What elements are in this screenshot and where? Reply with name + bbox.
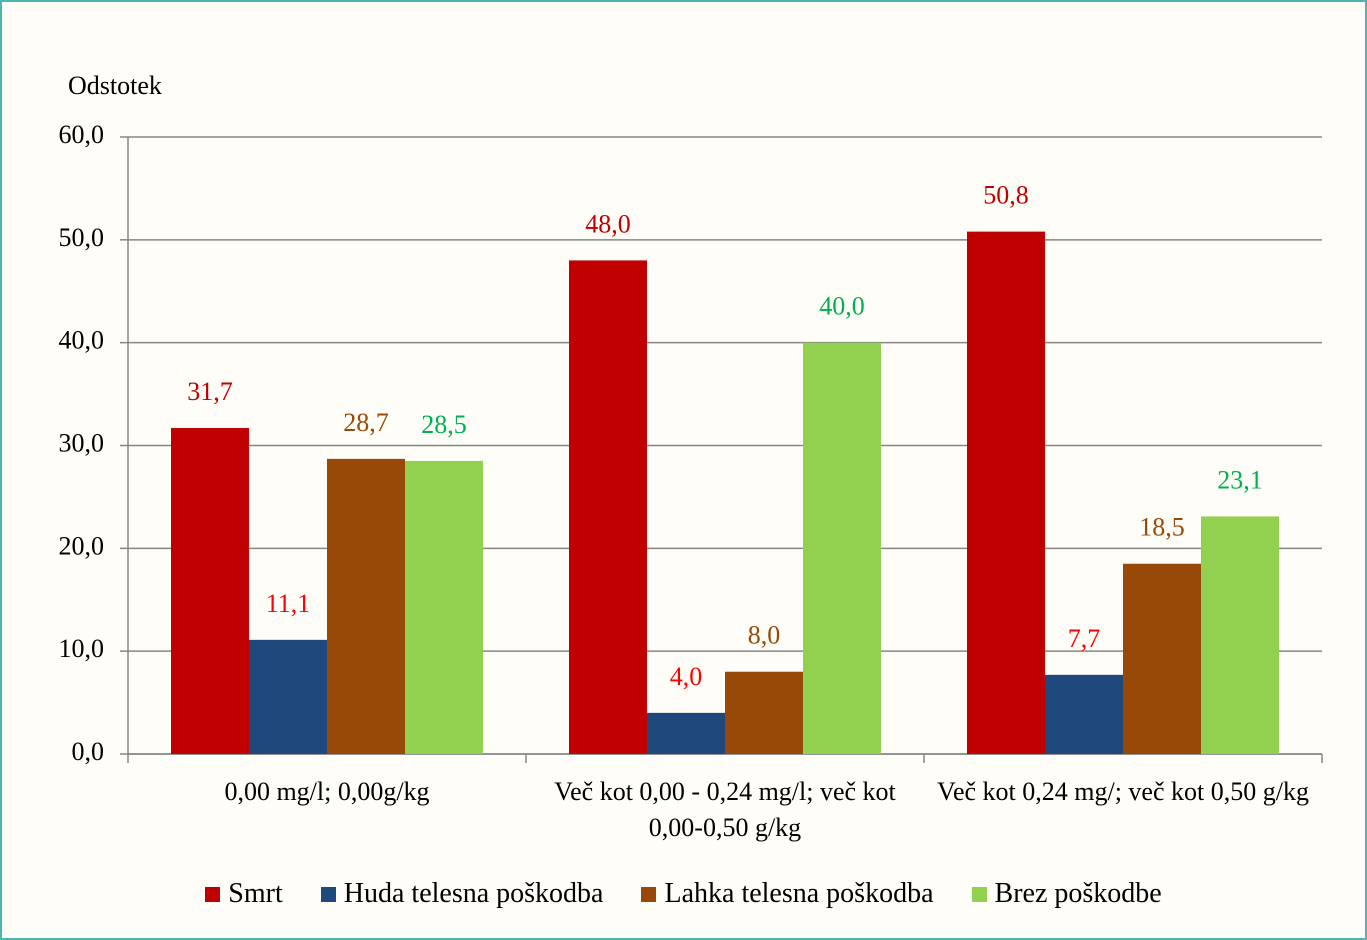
data-label: 31,7 <box>187 377 233 406</box>
bar <box>249 639 327 754</box>
y-tick-label: 30,0 <box>59 428 105 457</box>
bar <box>171 428 249 754</box>
y-tick-label: 40,0 <box>59 326 105 355</box>
data-label: 50,8 <box>983 181 1029 210</box>
bar <box>327 458 405 754</box>
y-tick-label: 60,0 <box>59 120 105 149</box>
legend-item: Lahka telesna poškodba <box>641 878 934 910</box>
bar <box>405 460 483 754</box>
legend-item: Brez poškodbe <box>971 878 1162 910</box>
legend-item: Huda telesna poškodba <box>320 878 604 910</box>
y-tick-label: 0,0 <box>72 737 105 766</box>
legend-item: Smrt <box>205 878 283 910</box>
bar <box>1201 516 1279 754</box>
bar <box>803 342 881 754</box>
legend-label: Huda telesna poškodba <box>343 878 604 909</box>
y-tick-label: 10,0 <box>59 634 105 663</box>
data-label: 48,0 <box>585 209 631 238</box>
bar <box>967 231 1045 754</box>
legend-swatch <box>320 886 336 902</box>
bar <box>647 712 725 754</box>
legend-swatch <box>205 886 221 902</box>
legend-label: Lahka telesna poškodba <box>664 878 934 909</box>
data-label: 28,5 <box>421 410 467 439</box>
x-tick-label: Več kot 0,24 mg/; več kot 0,50 g/kg <box>937 777 1309 806</box>
y-axis-label: Odstotek <box>68 71 162 100</box>
data-label: 7,7 <box>1068 624 1101 653</box>
data-label: 4,0 <box>670 662 703 691</box>
legend-label: Brez poškodbe <box>994 878 1162 909</box>
data-label: 23,1 <box>1217 465 1263 494</box>
x-tick-label: Več kot 0,00 - 0,24 mg/l; več kot 0,00-0… <box>554 777 896 842</box>
x-tick-label: 0,00 mg/l; 0,00g/kg <box>224 777 430 806</box>
bar <box>1045 674 1123 754</box>
y-tick-label: 50,0 <box>59 223 105 252</box>
bar <box>569 260 647 754</box>
legend-swatch <box>641 886 657 902</box>
bar <box>1123 563 1201 754</box>
data-label: 40,0 <box>819 292 865 321</box>
data-label: 28,7 <box>343 408 389 437</box>
data-label: 8,0 <box>748 621 781 650</box>
legend: Smrt Huda telesna poškodba Lahka telesna p… <box>2 878 1365 910</box>
bar <box>725 671 803 754</box>
legend-label: Smrt <box>228 878 283 909</box>
data-label: 11,1 <box>266 589 311 618</box>
y-tick-label: 20,0 <box>59 531 105 560</box>
legend-swatch <box>971 886 987 902</box>
data-label: 18,5 <box>1139 513 1185 542</box>
